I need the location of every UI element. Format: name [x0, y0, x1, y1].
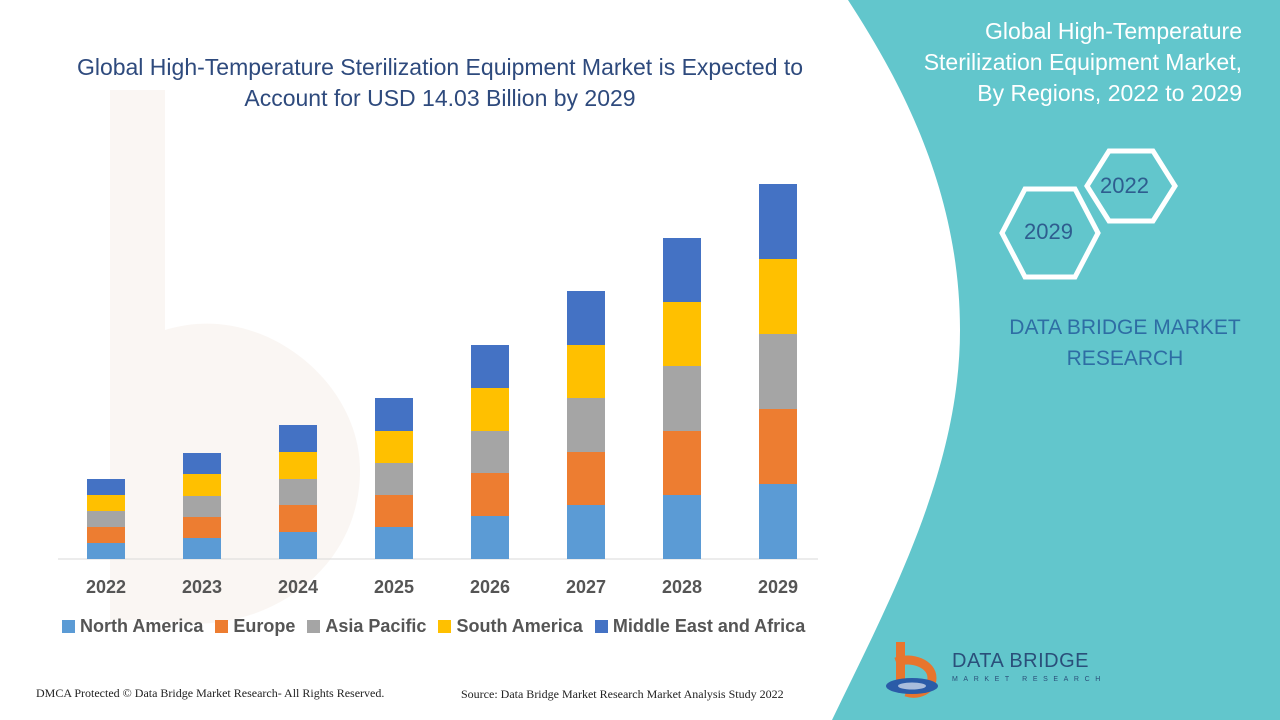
legend-swatch: [215, 620, 229, 633]
legend-label: Europe: [233, 616, 296, 636]
bar-2029-middle-east-and-africa: [759, 184, 797, 259]
bar-2026-south-america: [471, 388, 509, 431]
bar-2023-north-america: [183, 538, 221, 559]
bar-2025-middle-east-and-africa: [375, 398, 413, 431]
bar-2029-europe: [759, 409, 797, 484]
bar-2024-north-america: [279, 532, 317, 559]
bar-2022-europe: [87, 527, 125, 543]
bar-2028-south-america: [663, 302, 701, 366]
legend-label: North America: [80, 616, 204, 636]
bar-2025-north-america: [375, 527, 413, 559]
logo-icon: [886, 642, 938, 698]
hexagon-badges: [999, 148, 1178, 280]
bar-2027-asia-pacific: [567, 398, 605, 452]
legend-swatch: [438, 620, 452, 633]
legend-label: South America: [456, 616, 583, 636]
x-tick-label-2029: 2029: [758, 577, 798, 597]
bar-2029-asia-pacific: [759, 334, 797, 409]
bar-2022-asia-pacific: [87, 511, 125, 527]
bar-2026-north-america: [471, 516, 509, 559]
bar-2025-asia-pacific: [375, 463, 413, 495]
copyright-notice: DMCA Protected © Data Bridge Market Rese…: [36, 686, 385, 700]
logo-name: DATA BRIDGE: [952, 650, 1090, 672]
bar-2025-south-america: [375, 431, 413, 463]
x-tick-label-2026: 2026: [470, 577, 510, 597]
bar-2026-asia-pacific: [471, 431, 509, 473]
side-panel-shape: [832, 0, 1280, 720]
chart-legend: North America Europe Asia Pacific South Ame…: [62, 616, 817, 637]
hex-label-end: 2029: [1024, 219, 1073, 244]
bar-2022-south-america: [87, 495, 125, 511]
logo-tagline: MARKET RESEARCH: [952, 676, 1106, 683]
legend-item-south-america: South America: [438, 616, 583, 637]
legend-item-europe: Europe: [215, 616, 295, 637]
bar-2028-europe: [663, 431, 701, 495]
bar-2026-europe: [471, 473, 509, 516]
bar-2022-middle-east-and-africa: [87, 479, 125, 495]
bar-2029-south-america: [759, 259, 797, 334]
bar-2024-asia-pacific: [279, 479, 317, 505]
bar-2027-north-america: [567, 505, 605, 559]
legend-label: Asia Pacific: [325, 616, 427, 636]
hexagon-2022: [1084, 148, 1178, 224]
bar-2028-north-america: [663, 495, 701, 559]
chart-title: Global High-Temperature Sterilization Eq…: [76, 54, 804, 111]
x-tick-label-2024: 2024: [278, 577, 318, 597]
hexagon-2029: [999, 186, 1101, 280]
bar-2024-europe: [279, 505, 317, 532]
legend-item-asia-pacific: Asia Pacific: [307, 616, 426, 637]
bar-2022-north-america: [87, 543, 125, 559]
legend-item-middle-east-and-africa: Middle East and Africa: [594, 616, 806, 637]
bar-2024-south-america: [279, 452, 317, 479]
legend-item-north-america: North America: [62, 616, 203, 637]
hex-label-start: 2022: [1100, 173, 1149, 198]
bar-2025-europe: [375, 495, 413, 527]
bar-2028-middle-east-and-africa: [663, 238, 701, 302]
x-tick-label-2028: 2028: [662, 577, 702, 597]
legend-swatch: [62, 620, 75, 633]
x-tick-label-2022: 2022: [86, 577, 126, 597]
bar-2023-europe: [183, 517, 221, 538]
x-tick-label-2025: 2025: [374, 577, 414, 597]
bar-2023-middle-east-and-africa: [183, 453, 221, 474]
x-tick-label-2027: 2027: [566, 577, 606, 597]
bar-2023-south-america: [183, 474, 221, 496]
legend-swatch: [594, 620, 608, 633]
legend-swatch: [307, 620, 321, 633]
bar-2023-asia-pacific: [183, 496, 221, 517]
bar-2027-europe: [567, 452, 605, 505]
source-note: Source: Data Bridge Market Research Mark…: [461, 687, 784, 701]
legend-label: Middle East and Africa: [612, 616, 806, 636]
side-panel-title: Global High-Temperature Sterilization Eq…: [923, 18, 1242, 106]
bar-2027-middle-east-and-africa: [567, 291, 605, 345]
bar-2027-south-america: [567, 345, 605, 398]
bar-2029-north-america: [759, 484, 797, 559]
x-tick-label-2023: 2023: [182, 577, 222, 597]
bar-2026-middle-east-and-africa: [471, 345, 509, 388]
bar-2024-middle-east-and-africa: [279, 425, 317, 452]
bar-2028-asia-pacific: [663, 366, 701, 431]
brand-text: DATA BRIDGE MARKET RESEARCH: [1009, 316, 1241, 370]
